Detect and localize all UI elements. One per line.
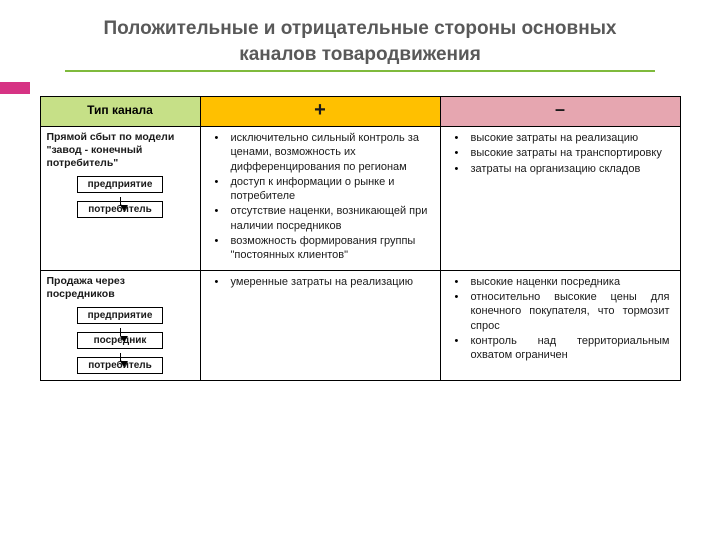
channel-diagram: предприятиепотребитель — [47, 176, 194, 218]
minus-list: высокие наценки посредникаотносительно в… — [451, 275, 670, 363]
channel-diagram: предприятиепосредникпотребитель — [47, 307, 194, 374]
channel-title: Прямой сбыт по модели "завод - конечный … — [47, 131, 194, 170]
header-channel-type: Тип канала — [40, 97, 200, 127]
title-line1: Положительные и отрицательные стороны ос… — [60, 18, 660, 40]
list-item: контроль над территориальным охватом огр… — [465, 334, 670, 363]
header-minus: – — [440, 97, 680, 127]
list-item: высокие наценки посредника — [465, 275, 670, 289]
channel-title: Продажа через посредников — [47, 275, 194, 301]
channel-cell: Прямой сбыт по модели "завод - конечный … — [40, 127, 200, 271]
list-item: затраты на организацию складов — [465, 162, 670, 176]
minus-list: высокие затраты на реализациювысокие зат… — [451, 131, 670, 176]
list-item: исключительно сильный контроль за ценами… — [225, 131, 430, 174]
header-plus: + — [200, 97, 440, 127]
diagram-box: предприятие — [77, 176, 163, 193]
title-block: Положительные и отрицательные стороны ос… — [0, 0, 720, 82]
minus-cell: высокие затраты на реализациювысокие зат… — [440, 127, 680, 271]
list-item: отсутствие наценки, возникающей при нали… — [225, 204, 430, 233]
title-line2: каналов товародвижения — [60, 44, 660, 66]
minus-cell: высокие наценки посредникаотносительно в… — [440, 270, 680, 380]
list-item: умеренные затраты на реализацию — [225, 275, 430, 289]
channel-cell: Продажа через посредников предприятиепоср… — [40, 270, 200, 380]
channels-table: Тип канала + – Прямой сбыт по модели "за… — [40, 96, 681, 381]
diagram-box: предприятие — [77, 307, 163, 324]
plus-cell: исключительно сильный контроль за ценами… — [200, 127, 440, 271]
table-header-row: Тип канала + – — [40, 97, 680, 127]
plus-list: исключительно сильный контроль за ценами… — [211, 131, 430, 263]
plus-cell: умеренные затраты на реализацию — [200, 270, 440, 380]
list-item: возможность формирования группы "постоян… — [225, 234, 430, 263]
list-item: высокие затраты на транспортировку — [465, 146, 670, 160]
accent-bar — [0, 82, 30, 94]
plus-list: умеренные затраты на реализацию — [211, 275, 430, 289]
table-row: Прямой сбыт по модели "завод - конечный … — [40, 127, 680, 271]
title-underline — [65, 70, 655, 72]
table-row: Продажа через посредников предприятиепоср… — [40, 270, 680, 380]
list-item: доступ к информации о рынке и потребител… — [225, 175, 430, 204]
slide: Положительные и отрицательные стороны ос… — [0, 0, 720, 540]
table-body: Прямой сбыт по модели "завод - конечный … — [40, 127, 680, 381]
list-item: высокие затраты на реализацию — [465, 131, 670, 145]
list-item: относительно высокие цены для конечного … — [465, 290, 670, 333]
